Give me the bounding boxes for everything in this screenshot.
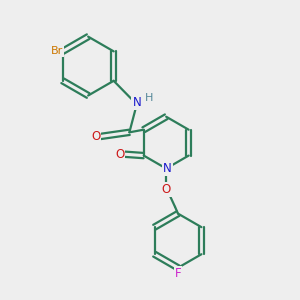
Text: F: F (175, 267, 181, 280)
Text: O: O (115, 148, 124, 160)
Text: O: O (162, 183, 171, 196)
Text: N: N (163, 162, 172, 175)
Text: Br: Br (51, 46, 63, 56)
Text: O: O (91, 130, 100, 143)
Text: H: H (145, 94, 153, 103)
Text: N: N (132, 96, 141, 110)
